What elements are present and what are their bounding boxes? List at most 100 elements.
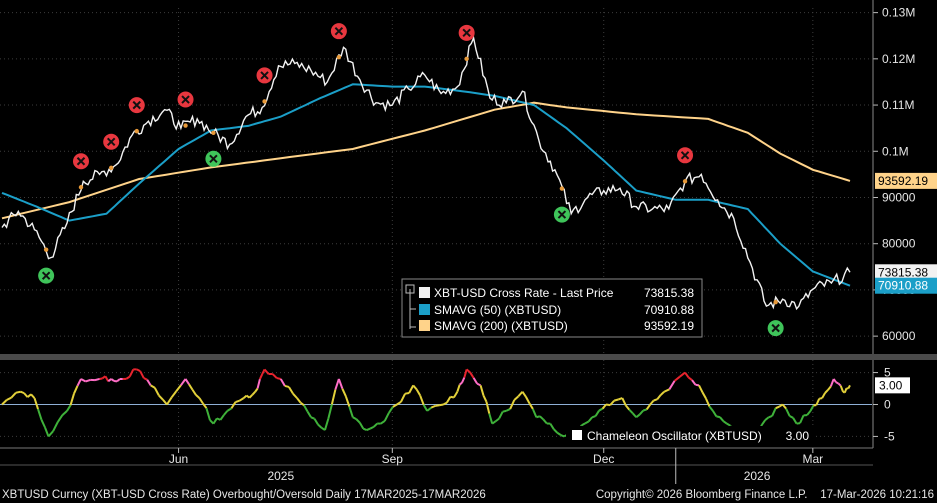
panel-divider[interactable] (0, 354, 937, 360)
oscillator-segment (198, 397, 204, 405)
oscillator-segment (380, 420, 386, 425)
oscillator-segment (716, 415, 721, 419)
oscillator-segment (668, 380, 676, 390)
oscillator-segment (488, 413, 494, 424)
oscillator-segment (617, 397, 623, 401)
sma200-series (1, 101, 851, 220)
signal-point (43, 247, 49, 252)
oscillator-segment (348, 406, 354, 418)
oscillator-segment (85, 378, 91, 383)
oscillator-segment (419, 395, 425, 406)
oscillator-segment (843, 387, 848, 393)
oscillator-segment (387, 406, 394, 414)
oscillator-segment (476, 382, 482, 387)
oscillator-segment (594, 410, 600, 417)
oscillator-segment (66, 404, 72, 412)
oscillator-segment (223, 410, 229, 416)
legend-sma200-name: SMAVG (200) (XBTUSD) (434, 319, 568, 333)
marker-cross-icon (41, 271, 51, 280)
oscillator-segment (465, 368, 471, 374)
oscillator-segment (442, 401, 448, 406)
oscillator-segment (691, 379, 697, 386)
oscillator-segment (242, 394, 248, 399)
oscillator-segment (824, 389, 829, 394)
oscillator-segment (708, 405, 714, 412)
oscillator-segment (621, 397, 627, 406)
oscillator-segment (819, 397, 823, 400)
oscillator-segment (760, 419, 767, 426)
oscillator-segment (352, 416, 357, 421)
oscillator-legend-value: 3.00 (786, 429, 810, 443)
signal-markers (38, 23, 784, 337)
oscillator-segment (587, 416, 593, 423)
oscillator-segment (107, 378, 112, 383)
oscillator-segment (509, 399, 516, 410)
oscillator-legend-name: Chameleon Oscillator (XBTUSD) (587, 429, 762, 443)
oscillator-segment (15, 390, 21, 394)
osc-tick-label: 5 (884, 366, 891, 380)
oscillator-segment (205, 407, 211, 421)
oscillator-segment (635, 413, 641, 419)
oscillator-segment (306, 410, 312, 418)
sma50-line (1, 83, 851, 287)
oscillator-segment (263, 368, 270, 375)
footer-bar (0, 484, 937, 503)
oscillator-segment (341, 388, 347, 397)
oscillator-segment (258, 373, 264, 380)
legend-collapse-icon[interactable] (405, 284, 415, 294)
marker-cross-icon (557, 210, 567, 219)
oscillator-segment (799, 414, 805, 424)
oscillator-segment (303, 404, 309, 412)
signal-point (559, 186, 565, 191)
year-label: 2026 (744, 469, 771, 483)
oscillator-segment (404, 391, 410, 395)
oscillator-segment (276, 377, 282, 380)
oscillator-segment (30, 393, 36, 399)
oscillator-segment (479, 385, 485, 396)
oscillator-segment (495, 417, 500, 423)
oscillator-segment (835, 381, 839, 385)
oscillator-segment (768, 414, 773, 419)
oscillator-segment (47, 430, 54, 438)
oscillator-segment (146, 379, 152, 386)
oscillator-segment (245, 394, 251, 399)
marker-cross-icon (209, 154, 218, 163)
oscillator-segment (789, 415, 794, 419)
month-label: Mar (802, 452, 823, 466)
oscillator-segment (531, 408, 538, 418)
legend-swatch-price (419, 287, 430, 298)
oscillator-segment (212, 417, 218, 425)
oscillator-segment (44, 427, 50, 437)
oscillator-segment (337, 378, 344, 389)
oscillator-segment (463, 369, 468, 378)
oscillator-segment (542, 418, 548, 425)
oscillator-segment (839, 385, 844, 393)
oscillator-segment (601, 403, 607, 410)
oscillator-segment (248, 394, 254, 399)
oscillator-segment (415, 389, 422, 397)
oscillator-segment (344, 395, 351, 407)
oscillator-segment (525, 396, 531, 404)
oscillator-segment (94, 377, 100, 382)
signal-point (134, 128, 139, 134)
signal-point (262, 99, 267, 104)
oscillator-segment (153, 387, 160, 396)
oscillator-segment (383, 412, 390, 422)
oscillator-segment (632, 412, 638, 418)
oscillator-segment (52, 421, 59, 432)
oscillator-segment (80, 378, 87, 383)
oscillator-segment (556, 431, 562, 436)
oscillator-segment (847, 384, 851, 390)
oscillator-segment (815, 398, 821, 406)
oscillator-segment (673, 375, 681, 382)
oscillator-segment (778, 403, 784, 408)
oscillator-segment (809, 405, 815, 412)
oscillator-segment (785, 408, 791, 417)
signal-point (336, 54, 342, 60)
oscillator-segment (663, 388, 670, 393)
oscillator-segment (299, 401, 305, 407)
oscillator-segment (37, 408, 43, 421)
oscillator-segment (73, 385, 79, 394)
oscillator-segment (150, 384, 156, 389)
oscillator-segment (40, 419, 46, 428)
